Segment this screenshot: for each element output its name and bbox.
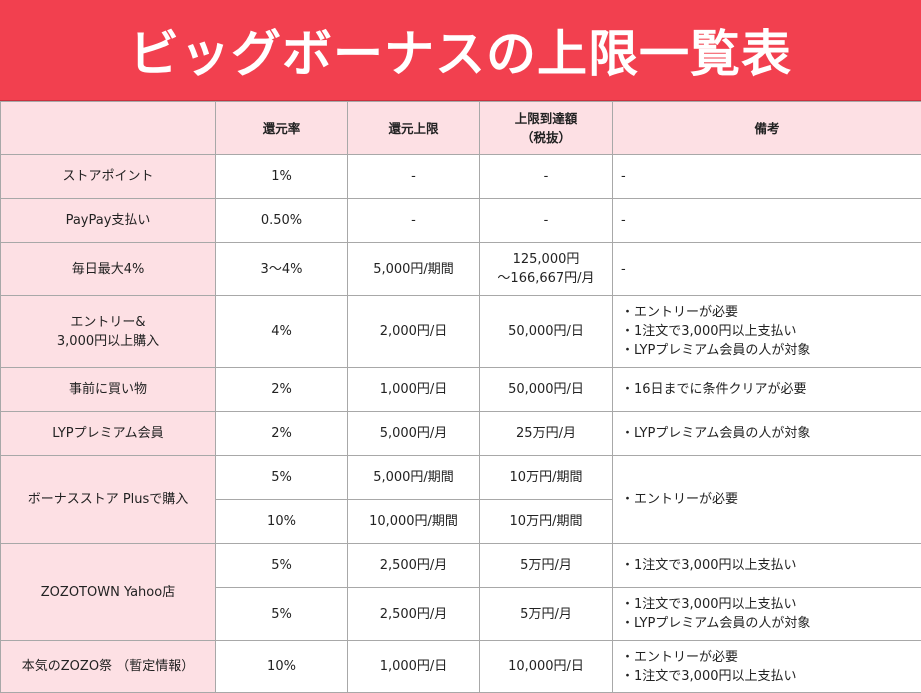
note-cell: ・1注文で3,000円以上支払い	[613, 544, 921, 588]
note-line: ・エントリーが必要	[621, 303, 915, 322]
rate-cell: 3〜4%	[216, 243, 348, 296]
header-cap: 還元上限	[348, 102, 480, 155]
rate-cell: 5%	[216, 544, 348, 588]
rate-cell: 2%	[216, 368, 348, 412]
note-cell: ・エントリーが必要 ・1注文で3,000円以上支払い	[613, 641, 921, 693]
cap-cell: 10,000円/期間	[348, 500, 480, 544]
reach-cell: 50,000円/日	[480, 296, 613, 368]
note-line: ・1注文で3,000円以上支払い	[621, 322, 915, 341]
note-line: ・1注文で3,000円以上支払い	[621, 667, 915, 686]
table-row: ストアポイント 1% - - -	[1, 155, 921, 199]
row-label: PayPay支払い	[1, 199, 216, 243]
cap-cell: 5,000円/期間	[348, 456, 480, 500]
reach-line: 〜166,667円/月	[486, 269, 606, 288]
header-reach: 上限到達額 （税抜）	[480, 102, 613, 155]
header-note: 備考	[613, 102, 921, 155]
note-cell: ・1注文で3,000円以上支払い ・LYPプレミアム会員の人が対象	[613, 588, 921, 641]
header-rate: 還元率	[216, 102, 348, 155]
cap-cell: 2,500円/月	[348, 588, 480, 641]
rate-cell: 10%	[216, 500, 348, 544]
table-row: エントリー& 3,000円以上購入 4% 2,000円/日 50,000円/日 …	[1, 296, 921, 368]
rate-cell: 10%	[216, 641, 348, 693]
note-cell: ・エントリーが必要	[613, 456, 921, 544]
row-label: ストアポイント	[1, 155, 216, 199]
note-cell: ・16日までに条件クリアが必要	[613, 368, 921, 412]
reach-cell: 10,000円/日	[480, 641, 613, 693]
reach-cell: -	[480, 199, 613, 243]
note-cell: ・LYPプレミアム会員の人が対象	[613, 412, 921, 456]
cap-cell: -	[348, 155, 480, 199]
row-label-line: エントリー&	[7, 313, 209, 332]
note-line: ・1注文で3,000円以上支払い	[621, 595, 915, 614]
cap-cell: 2,000円/日	[348, 296, 480, 368]
cap-cell: 2,500円/月	[348, 544, 480, 588]
header-blank	[1, 102, 216, 155]
row-label: 事前に買い物	[1, 368, 216, 412]
reach-cell: -	[480, 155, 613, 199]
reach-cell: 5万円/月	[480, 544, 613, 588]
row-label: 毎日最大4%	[1, 243, 216, 296]
page-title: ビッグボーナスの上限一覧表	[129, 14, 792, 86]
table-row: 事前に買い物 2% 1,000円/日 50,000円/日 ・16日までに条件クリ…	[1, 368, 921, 412]
reach-cell: 50,000円/日	[480, 368, 613, 412]
note-line: ・エントリーが必要	[621, 648, 915, 667]
note-cell: ・エントリーが必要 ・1注文で3,000円以上支払い ・LYPプレミアム会員の人…	[613, 296, 921, 368]
title-banner: ビッグボーナスの上限一覧表	[0, 0, 921, 101]
cap-cell: 1,000円/日	[348, 368, 480, 412]
row-label: LYPプレミアム会員	[1, 412, 216, 456]
row-label: ZOZOTOWN Yahoo店	[1, 544, 216, 641]
reach-cell: 25万円/月	[480, 412, 613, 456]
rate-cell: 5%	[216, 456, 348, 500]
bonus-cap-table: 還元率 還元上限 上限到達額 （税抜） 備考 ストアポイント 1% - - - …	[0, 101, 921, 693]
note-line: ・LYPプレミアム会員の人が対象	[621, 614, 915, 633]
cap-cell: 5,000円/期間	[348, 243, 480, 296]
rate-cell: 5%	[216, 588, 348, 641]
row-label-line: 3,000円以上購入	[7, 332, 209, 351]
reach-cell: 10万円/期間	[480, 500, 613, 544]
reach-line: 125,000円	[486, 250, 606, 269]
header-reach-line2: （税抜）	[486, 128, 606, 147]
row-label: ボーナスストア Plusで購入	[1, 456, 216, 544]
rate-cell: 4%	[216, 296, 348, 368]
table-row: PayPay支払い 0.50% - - -	[1, 199, 921, 243]
rate-cell: 0.50%	[216, 199, 348, 243]
table-row: LYPプレミアム会員 2% 5,000円/月 25万円/月 ・LYPプレミアム会…	[1, 412, 921, 456]
row-label: エントリー& 3,000円以上購入	[1, 296, 216, 368]
note-cell: -	[613, 155, 921, 199]
note-cell: -	[613, 199, 921, 243]
table-row: ZOZOTOWN Yahoo店 5% 2,500円/月 5万円/月 ・1注文で3…	[1, 544, 921, 588]
table-row: 毎日最大4% 3〜4% 5,000円/期間 125,000円 〜166,667円…	[1, 243, 921, 296]
reach-cell: 10万円/期間	[480, 456, 613, 500]
row-label: 本気のZOZO祭 （暫定情報）	[1, 641, 216, 693]
header-row: 還元率 還元上限 上限到達額 （税抜） 備考	[1, 102, 921, 155]
rate-cell: 2%	[216, 412, 348, 456]
note-line: ・LYPプレミアム会員の人が対象	[621, 341, 915, 360]
note-cell: -	[613, 243, 921, 296]
reach-cell: 5万円/月	[480, 588, 613, 641]
header-reach-line1: 上限到達額	[486, 109, 606, 128]
cap-cell: 5,000円/月	[348, 412, 480, 456]
table-row: ボーナスストア Plusで購入 5% 5,000円/期間 10万円/期間 ・エン…	[1, 456, 921, 500]
cap-cell: -	[348, 199, 480, 243]
table-row: 本気のZOZO祭 （暫定情報） 10% 1,000円/日 10,000円/日 ・…	[1, 641, 921, 693]
reach-cell: 125,000円 〜166,667円/月	[480, 243, 613, 296]
rate-cell: 1%	[216, 155, 348, 199]
cap-cell: 1,000円/日	[348, 641, 480, 693]
